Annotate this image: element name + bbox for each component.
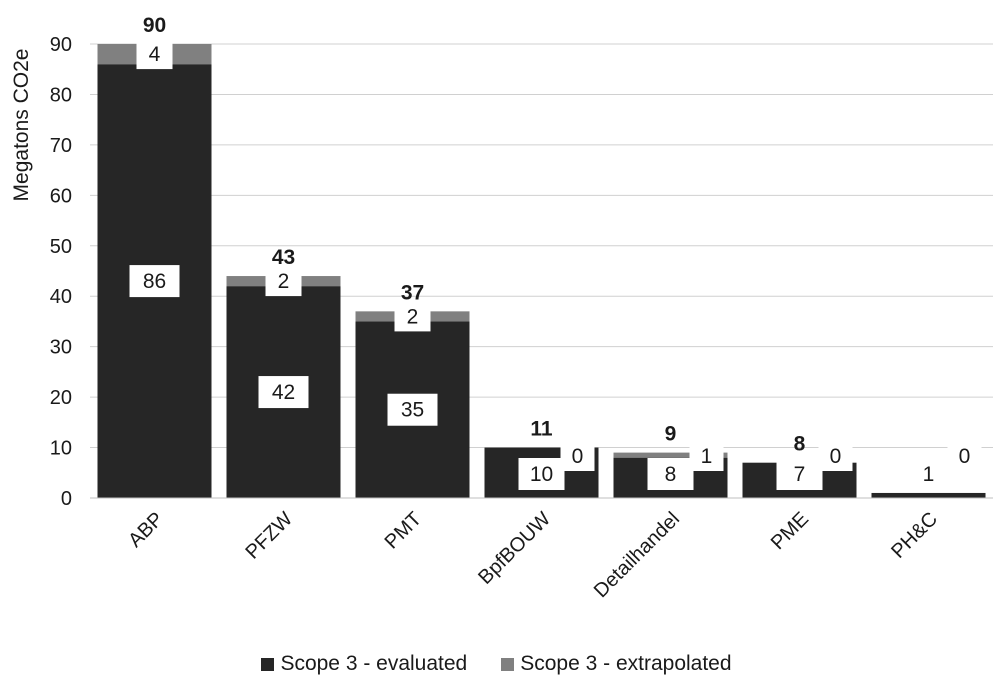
data-label-extrapolated-box bbox=[689, 441, 724, 471]
y-tick-label: 0 bbox=[61, 488, 72, 510]
data-label-evaluated: 10 bbox=[530, 463, 553, 486]
data-label-evaluated: 1 bbox=[923, 463, 935, 486]
legend-item-extrapolated: Scope 3 - extrapolated bbox=[501, 652, 732, 676]
data-label-extrapolated-box bbox=[136, 39, 173, 70]
total-label: 37 bbox=[401, 281, 424, 304]
data-label-evaluated-box bbox=[387, 393, 438, 426]
y-tick-label: 10 bbox=[50, 438, 72, 460]
data-label-evaluated-box bbox=[258, 376, 309, 409]
data-label-extrapolated: 0 bbox=[959, 445, 971, 468]
x-tick-label: BpfBOUW bbox=[474, 508, 555, 589]
total-label: 11 bbox=[530, 418, 553, 441]
data-label-extrapolated: 4 bbox=[149, 43, 161, 66]
data-label-extrapolated: 2 bbox=[407, 305, 419, 328]
data-label-extrapolated-box bbox=[947, 441, 982, 471]
data-label-extrapolated-box bbox=[265, 266, 302, 297]
legend-item-evaluated: Scope 3 - evaluated bbox=[261, 652, 467, 676]
data-label-evaluated-box bbox=[518, 458, 565, 490]
gridlines bbox=[90, 43, 993, 449]
data-label-extrapolated: 0 bbox=[572, 445, 584, 468]
legend: Scope 3 - evaluated Scope 3 - extrapolat… bbox=[0, 652, 993, 676]
y-axis-label: Megatons CO2e bbox=[10, 49, 33, 202]
y-tick-label: 40 bbox=[50, 286, 72, 308]
data-label-evaluated: 35 bbox=[401, 399, 424, 422]
data-label-extrapolated-box bbox=[818, 441, 853, 471]
y-tick-label: 90 bbox=[50, 34, 72, 56]
data-label-evaluated: 42 bbox=[272, 381, 295, 404]
data-labels: 90864434223735211100981870110 bbox=[129, 14, 982, 490]
data-label-evaluated: 8 bbox=[665, 463, 677, 486]
total-label: 9 bbox=[665, 423, 677, 446]
x-tick-label: PH&C bbox=[887, 508, 942, 563]
data-label-evaluated-box bbox=[905, 458, 952, 490]
y-tick-label: 50 bbox=[50, 236, 72, 258]
legend-label-extrapolated: Scope 3 - extrapolated bbox=[520, 652, 732, 675]
data-label-evaluated-box bbox=[129, 265, 180, 298]
bar-evaluated bbox=[871, 492, 986, 498]
y-tick-label: 70 bbox=[50, 135, 72, 157]
data-label-extrapolated-box bbox=[394, 301, 431, 332]
x-tick-label: PMT bbox=[381, 508, 426, 553]
y-tick-label: 30 bbox=[50, 337, 72, 359]
data-label-extrapolated: 0 bbox=[830, 445, 842, 468]
y-tick-label: 60 bbox=[50, 185, 72, 207]
total-label: 90 bbox=[143, 14, 166, 37]
legend-swatch-evaluated bbox=[261, 657, 275, 671]
data-label-evaluated-box bbox=[776, 458, 823, 490]
x-tick-label: PFZW bbox=[241, 508, 297, 564]
data-label-extrapolated: 1 bbox=[701, 445, 713, 468]
legend-swatch-extrapolated bbox=[501, 657, 515, 671]
legend-label-evaluated: Scope 3 - evaluated bbox=[280, 652, 468, 675]
x-tick-label: Detailhandel bbox=[590, 508, 684, 602]
bar-extrapolated bbox=[613, 452, 728, 458]
data-label-evaluated: 7 bbox=[794, 463, 806, 486]
data-label-evaluated: 86 bbox=[143, 270, 166, 293]
x-tick-label: PME bbox=[767, 508, 813, 554]
total-label: 43 bbox=[272, 246, 295, 269]
x-tick-label: ABP bbox=[124, 508, 168, 552]
data-label-evaluated-box bbox=[647, 458, 694, 490]
total-label: 8 bbox=[794, 433, 806, 456]
y-tick-label: 20 bbox=[50, 387, 72, 409]
data-label-extrapolated: 2 bbox=[278, 270, 290, 293]
data-label-extrapolated-box bbox=[560, 441, 595, 471]
y-tick-label: 80 bbox=[50, 84, 72, 106]
